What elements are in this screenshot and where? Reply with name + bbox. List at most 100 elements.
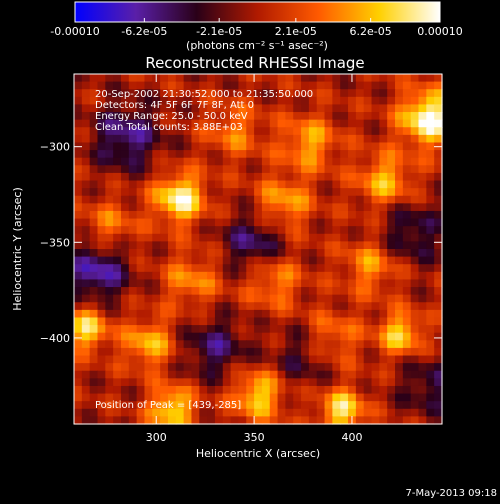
heatmap-cell [160,271,169,281]
heatmap-cell [175,165,185,174]
heatmap-cell [277,325,286,334]
heatmap-cell [410,180,420,189]
heatmap-cell [230,287,240,296]
heatmap-cell [418,150,427,159]
heatmap-cell [371,188,380,197]
heatmap-cell [183,74,193,83]
heatmap-cell [207,279,216,288]
heatmap-cell [214,226,224,235]
heatmap-cell [434,134,443,144]
heatmap-cell [144,172,153,182]
heatmap-cell [175,195,185,204]
heatmap-cell [74,340,83,349]
heatmap-cell [410,332,420,341]
heatmap-cell [160,96,169,106]
heatmap-cell [230,309,240,319]
heatmap-cell [144,127,153,136]
heatmap-cell [191,233,200,242]
heatmap-cell [387,264,396,273]
heatmap-cell [308,325,318,334]
heatmap-cell [293,363,302,372]
heatmap-cell [113,249,122,258]
heatmap-cell [238,347,247,357]
heatmap-cell [222,180,232,189]
heatmap-cell [175,81,185,90]
heatmap-cell [379,279,388,288]
heatmap-cell [230,256,240,265]
heatmap-cell [316,256,326,265]
heatmap-cell [74,89,83,98]
heatmap-cell [191,249,200,258]
heatmap-cell [434,271,443,281]
heatmap-cell [167,157,177,166]
heatmap-cell [348,96,357,106]
heatmap-cell [246,233,255,242]
heatmap-cell [81,233,91,242]
heatmap-cell [324,370,333,379]
heatmap-cell [324,347,333,357]
heatmap-cell [74,264,83,273]
heatmap-cell [348,317,357,326]
heatmap-cell [379,74,388,83]
heatmap-cell [387,355,396,364]
heatmap-cell [418,393,427,402]
heatmap-cell [371,401,380,410]
heatmap-cell [395,279,404,288]
heatmap-cell [136,210,146,220]
heatmap-cell [89,401,99,410]
heatmap-cell [348,363,357,372]
heatmap-cell [355,165,365,174]
heatmap-cell [324,180,333,189]
heatmap-cell [128,74,138,83]
heatmap-cell [74,226,83,235]
heatmap-cell [175,188,185,197]
heatmap-cell [120,74,130,83]
heatmap-cell [363,96,373,106]
heatmap-cell [222,355,232,364]
heatmap-cell [269,241,279,250]
heatmap-cell [191,81,200,90]
heatmap-cell [371,210,380,220]
heatmap-cell [183,332,193,341]
heatmap-cell [144,340,153,349]
heatmap-cell [230,249,240,258]
heatmap-cell [230,393,240,402]
heatmap-cell [113,355,122,364]
heatmap-cell [199,150,208,159]
heatmap-cell [89,89,99,98]
heatmap-cell [426,104,435,113]
heatmap-cell [332,180,341,189]
heatmap-cell [105,112,114,121]
heatmap-cell [254,226,263,235]
heatmap-cell [316,309,326,319]
heatmap-cell [261,401,271,410]
heatmap-cell [238,134,247,144]
heatmap-cell [191,378,200,387]
heatmap-cell [254,112,263,121]
heatmap-cell [402,226,412,235]
heatmap-cell [301,203,310,212]
heatmap-cell [222,325,232,334]
heatmap-cell [74,218,83,227]
heatmap-cell [128,287,138,296]
heatmap-cell [371,416,380,425]
heatmap-cell [410,355,420,364]
heatmap-cell [308,271,318,281]
heatmap-cell [277,127,286,136]
heatmap-cell [402,279,412,288]
heatmap-cell [175,363,185,372]
heatmap-cell [402,142,412,151]
heatmap-cell [160,210,169,220]
heatmap-cell [152,195,161,204]
heatmap-cell [340,119,349,128]
heatmap-cell [387,385,396,395]
heatmap-cell [183,188,193,197]
heatmap-cell [183,264,193,273]
heatmap-cell [144,416,153,425]
heatmap-cell [238,256,247,265]
heatmap-cell [301,347,310,357]
heatmap-cell [230,134,240,144]
heatmap-cell [89,157,99,166]
heatmap-cell [81,104,91,113]
heatmap-cell [97,74,106,83]
